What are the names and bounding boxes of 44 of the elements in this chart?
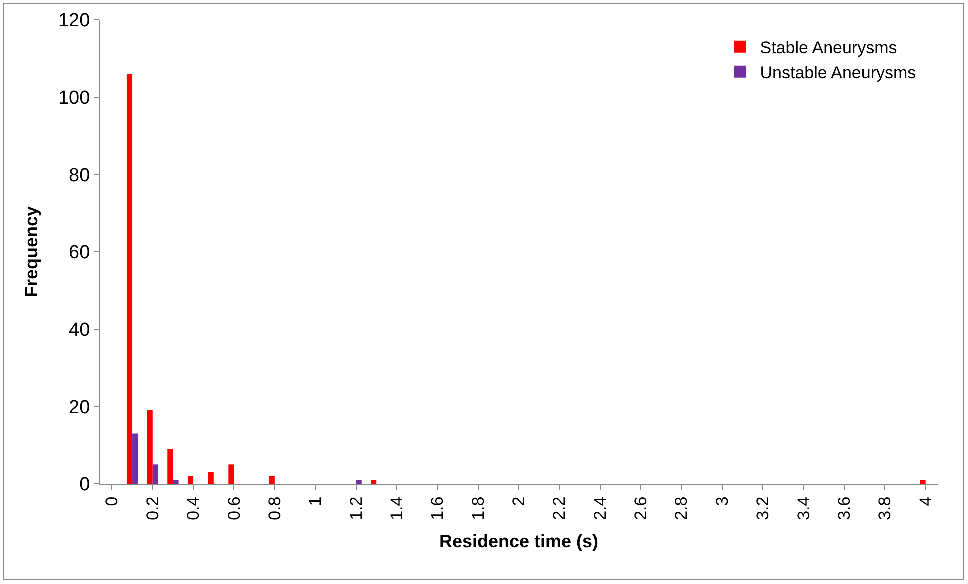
x-tick-label: 2.6 — [632, 496, 651, 520]
x-tick-label: 2.8 — [672, 496, 692, 520]
x-tick-label: 0.4 — [184, 496, 204, 520]
bar — [920, 480, 926, 484]
bar — [371, 480, 377, 484]
y-tick-label: 80 — [69, 165, 90, 186]
bar — [173, 480, 179, 484]
x-tick-label: 2 — [510, 496, 529, 506]
y-tick-label: 20 — [69, 397, 90, 418]
legend-label: Stable Aneurysms — [760, 38, 898, 58]
bar — [152, 464, 158, 484]
x-tick-label: 4 — [916, 496, 936, 506]
legend-label: Unstable Aneurysms — [760, 64, 916, 83]
bar — [269, 476, 275, 484]
bar — [168, 449, 174, 484]
bar — [188, 476, 194, 484]
bar — [228, 464, 234, 484]
x-tick-label: 0.2 — [143, 496, 162, 520]
x-tick-label: 3.6 — [834, 496, 854, 520]
bar — [208, 472, 214, 484]
y-tick-label: 60 — [69, 242, 90, 264]
bar — [126, 74, 133, 484]
bar — [147, 410, 153, 484]
x-tick-label: 1.2 — [346, 496, 366, 520]
x-tick-label: 3.4 — [794, 496, 814, 520]
bar — [356, 480, 362, 484]
x-tick-label: 1.4 — [387, 496, 406, 520]
x-tick-label: 1.8 — [468, 496, 488, 520]
bar — [132, 434, 138, 484]
y-tick-label: 40 — [69, 320, 90, 341]
x-tick-label: 0.8 — [265, 496, 284, 520]
x-tick-label: 0.6 — [224, 496, 244, 520]
x-tick-label: 2.2 — [550, 496, 570, 520]
x-axis-title: Residence time (s) — [439, 532, 599, 552]
y-axis-title: Frequency — [22, 206, 42, 298]
x-tick-label: 1 — [306, 496, 326, 506]
y-tick-label: 120 — [58, 10, 90, 32]
x-tick-label: 3 — [712, 496, 732, 506]
x-tick-label: 2.4 — [590, 496, 610, 520]
x-tick-label: 3.2 — [754, 496, 773, 520]
x-tick-label: 0 — [102, 496, 122, 506]
x-tick-label: 3.8 — [876, 496, 895, 520]
x-tick-label: 1.6 — [428, 496, 448, 520]
y-tick-label: 100 — [58, 88, 90, 109]
